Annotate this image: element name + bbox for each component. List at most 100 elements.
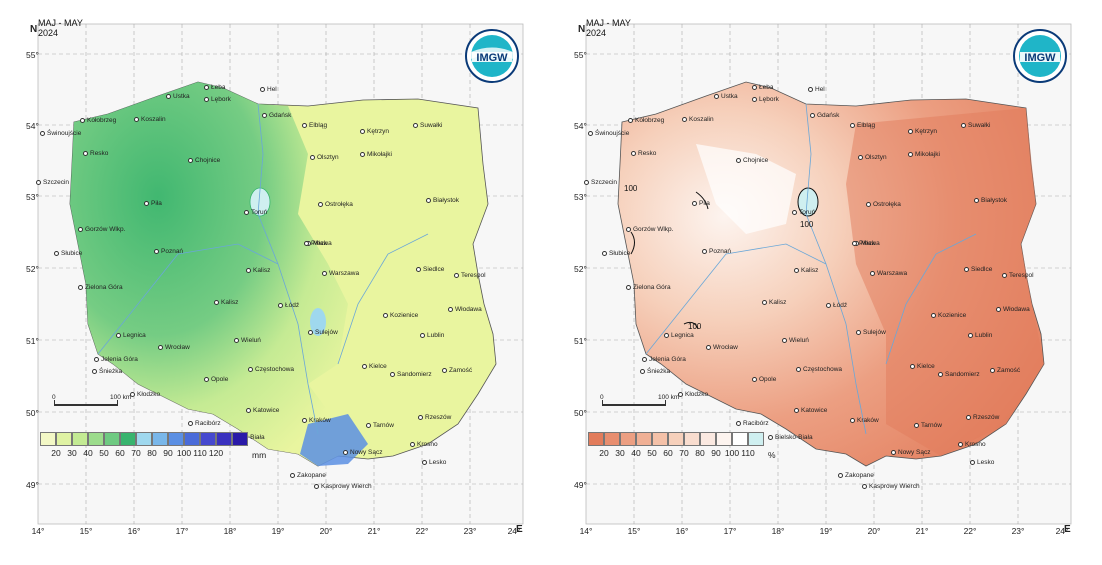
city-label: Elbląg xyxy=(850,122,875,129)
city-label: Hel xyxy=(808,86,825,93)
city-label: Lębork xyxy=(204,96,231,103)
lon-tick: 16° xyxy=(675,526,689,536)
legend-tick: 20 xyxy=(51,448,61,458)
city-label: Mikołajki xyxy=(908,151,940,158)
city-label: Kielce xyxy=(910,363,935,370)
east-label: E xyxy=(516,524,523,535)
city-label: Suwałki xyxy=(413,122,442,129)
scale-tick xyxy=(602,400,603,406)
legend-swatch xyxy=(652,432,668,446)
scale-bar: 0 100 km xyxy=(600,394,720,414)
lat-tick: 55° xyxy=(26,50,39,60)
city-label: Terespol xyxy=(1002,272,1034,279)
city-label: Lublin xyxy=(420,332,444,339)
lon-tick: 15° xyxy=(79,526,93,536)
period-label: MAJ - MAY 2024 xyxy=(38,18,83,38)
city-label: Mikołajki xyxy=(360,151,392,158)
city-label: Legnica xyxy=(664,332,694,339)
legend-tick: 40 xyxy=(83,448,93,458)
city-label: Siedlce xyxy=(964,266,992,273)
city-label: Słubice xyxy=(602,250,630,257)
city-label: Koszalin xyxy=(682,116,714,123)
lat-tick: 53° xyxy=(574,192,587,202)
lon-tick: 23° xyxy=(1011,526,1025,536)
legend-tick: 20 xyxy=(599,448,609,458)
city-label: Białystok xyxy=(426,197,459,204)
legend-swatch xyxy=(684,432,700,446)
lon-tick: 24° xyxy=(1055,526,1069,536)
city-label: Opole xyxy=(204,376,228,383)
city-label: Kozienice xyxy=(931,312,966,319)
lon-tick: 22° xyxy=(415,526,429,536)
lon-tick: 19° xyxy=(271,526,285,536)
city-label: Resko xyxy=(631,150,656,157)
contour-label: 100 xyxy=(624,184,638,193)
city-label: Łeba xyxy=(204,84,225,91)
city-label: Poznań xyxy=(702,248,731,255)
lat-tick: 53° xyxy=(26,192,39,202)
city-label: Śnieżka xyxy=(640,368,670,375)
legend-tick: 120 xyxy=(208,448,224,458)
scale-end: 100 km xyxy=(658,394,680,401)
lon-tick: 23° xyxy=(463,526,477,536)
city-label: Zielona Góra xyxy=(626,284,671,291)
lon-tick: 18° xyxy=(771,526,785,536)
legend-swatch xyxy=(72,432,88,446)
period-year: 2024 xyxy=(586,28,607,38)
city-label: Wieluń xyxy=(782,337,809,344)
legend-tick: 100 xyxy=(176,448,192,458)
norm-percentage-map-panel: N E MAJ - MAY 2024 100 100 100 55° 54° 5… xyxy=(556,4,1076,556)
city-label: Sulejów xyxy=(308,329,338,336)
lat-tick: 51° xyxy=(574,336,587,346)
city-label: Szczecin xyxy=(36,179,69,186)
lat-tick: 51° xyxy=(26,336,39,346)
city-label: Wrocław xyxy=(158,344,190,351)
period-month: MAJ - MAY xyxy=(586,18,631,28)
city-label: Kołobrzeg xyxy=(628,117,664,124)
logo-text: IMGW xyxy=(476,52,508,64)
city-label: Łeba xyxy=(752,84,773,91)
north-label: N xyxy=(30,24,38,35)
city-label: Kozienice xyxy=(383,312,418,319)
city-label: Chojnice xyxy=(736,157,768,164)
lat-tick: 54° xyxy=(574,121,587,131)
city-label: Elbląg xyxy=(302,122,327,129)
legend-tick: 40 xyxy=(631,448,641,458)
city-label: Terespol xyxy=(454,272,486,279)
scale-tick xyxy=(54,400,55,406)
legend-swatch xyxy=(168,432,184,446)
city-label: Szczecin xyxy=(584,179,617,186)
city-label: Kasprowy Wierch xyxy=(314,483,372,490)
city-label: Warszawa xyxy=(322,270,359,277)
contour-label: 100 xyxy=(688,322,702,331)
city-label: Piła xyxy=(144,200,162,207)
scale-tick xyxy=(117,400,118,406)
legend-swatch xyxy=(668,432,684,446)
legend-swatch xyxy=(232,432,248,446)
lat-tick: 52° xyxy=(26,264,39,274)
scale-end: 100 km xyxy=(110,394,132,401)
city-label: Nowy Sącz xyxy=(891,449,931,456)
legend-swatch xyxy=(748,432,764,446)
city-label: Kraków xyxy=(302,417,331,424)
city-label: Kłodzko xyxy=(130,391,160,398)
legend-tick: 90 xyxy=(163,448,173,458)
legend-swatch xyxy=(620,432,636,446)
contour-100 xyxy=(630,231,635,255)
city-label: Poznań xyxy=(154,248,183,255)
lon-tick: 21° xyxy=(367,526,381,536)
city-label: Suwałki xyxy=(961,122,990,129)
city-label: Kalisz xyxy=(246,267,270,274)
lon-tick: 18° xyxy=(223,526,237,536)
city-label: Chojnice xyxy=(188,157,220,164)
city-label: Piła xyxy=(692,200,710,207)
city-label: Opole xyxy=(752,376,776,383)
lon-tick: 20° xyxy=(319,526,333,536)
legend-swatches xyxy=(40,432,248,446)
city-label: Racibórz xyxy=(736,420,769,427)
legend-swatch xyxy=(136,432,152,446)
city-label: Ostrołęka xyxy=(866,201,901,208)
legend-swatch xyxy=(184,432,200,446)
lon-tick: 19° xyxy=(819,526,833,536)
city-label: Śnieżka xyxy=(92,368,122,375)
